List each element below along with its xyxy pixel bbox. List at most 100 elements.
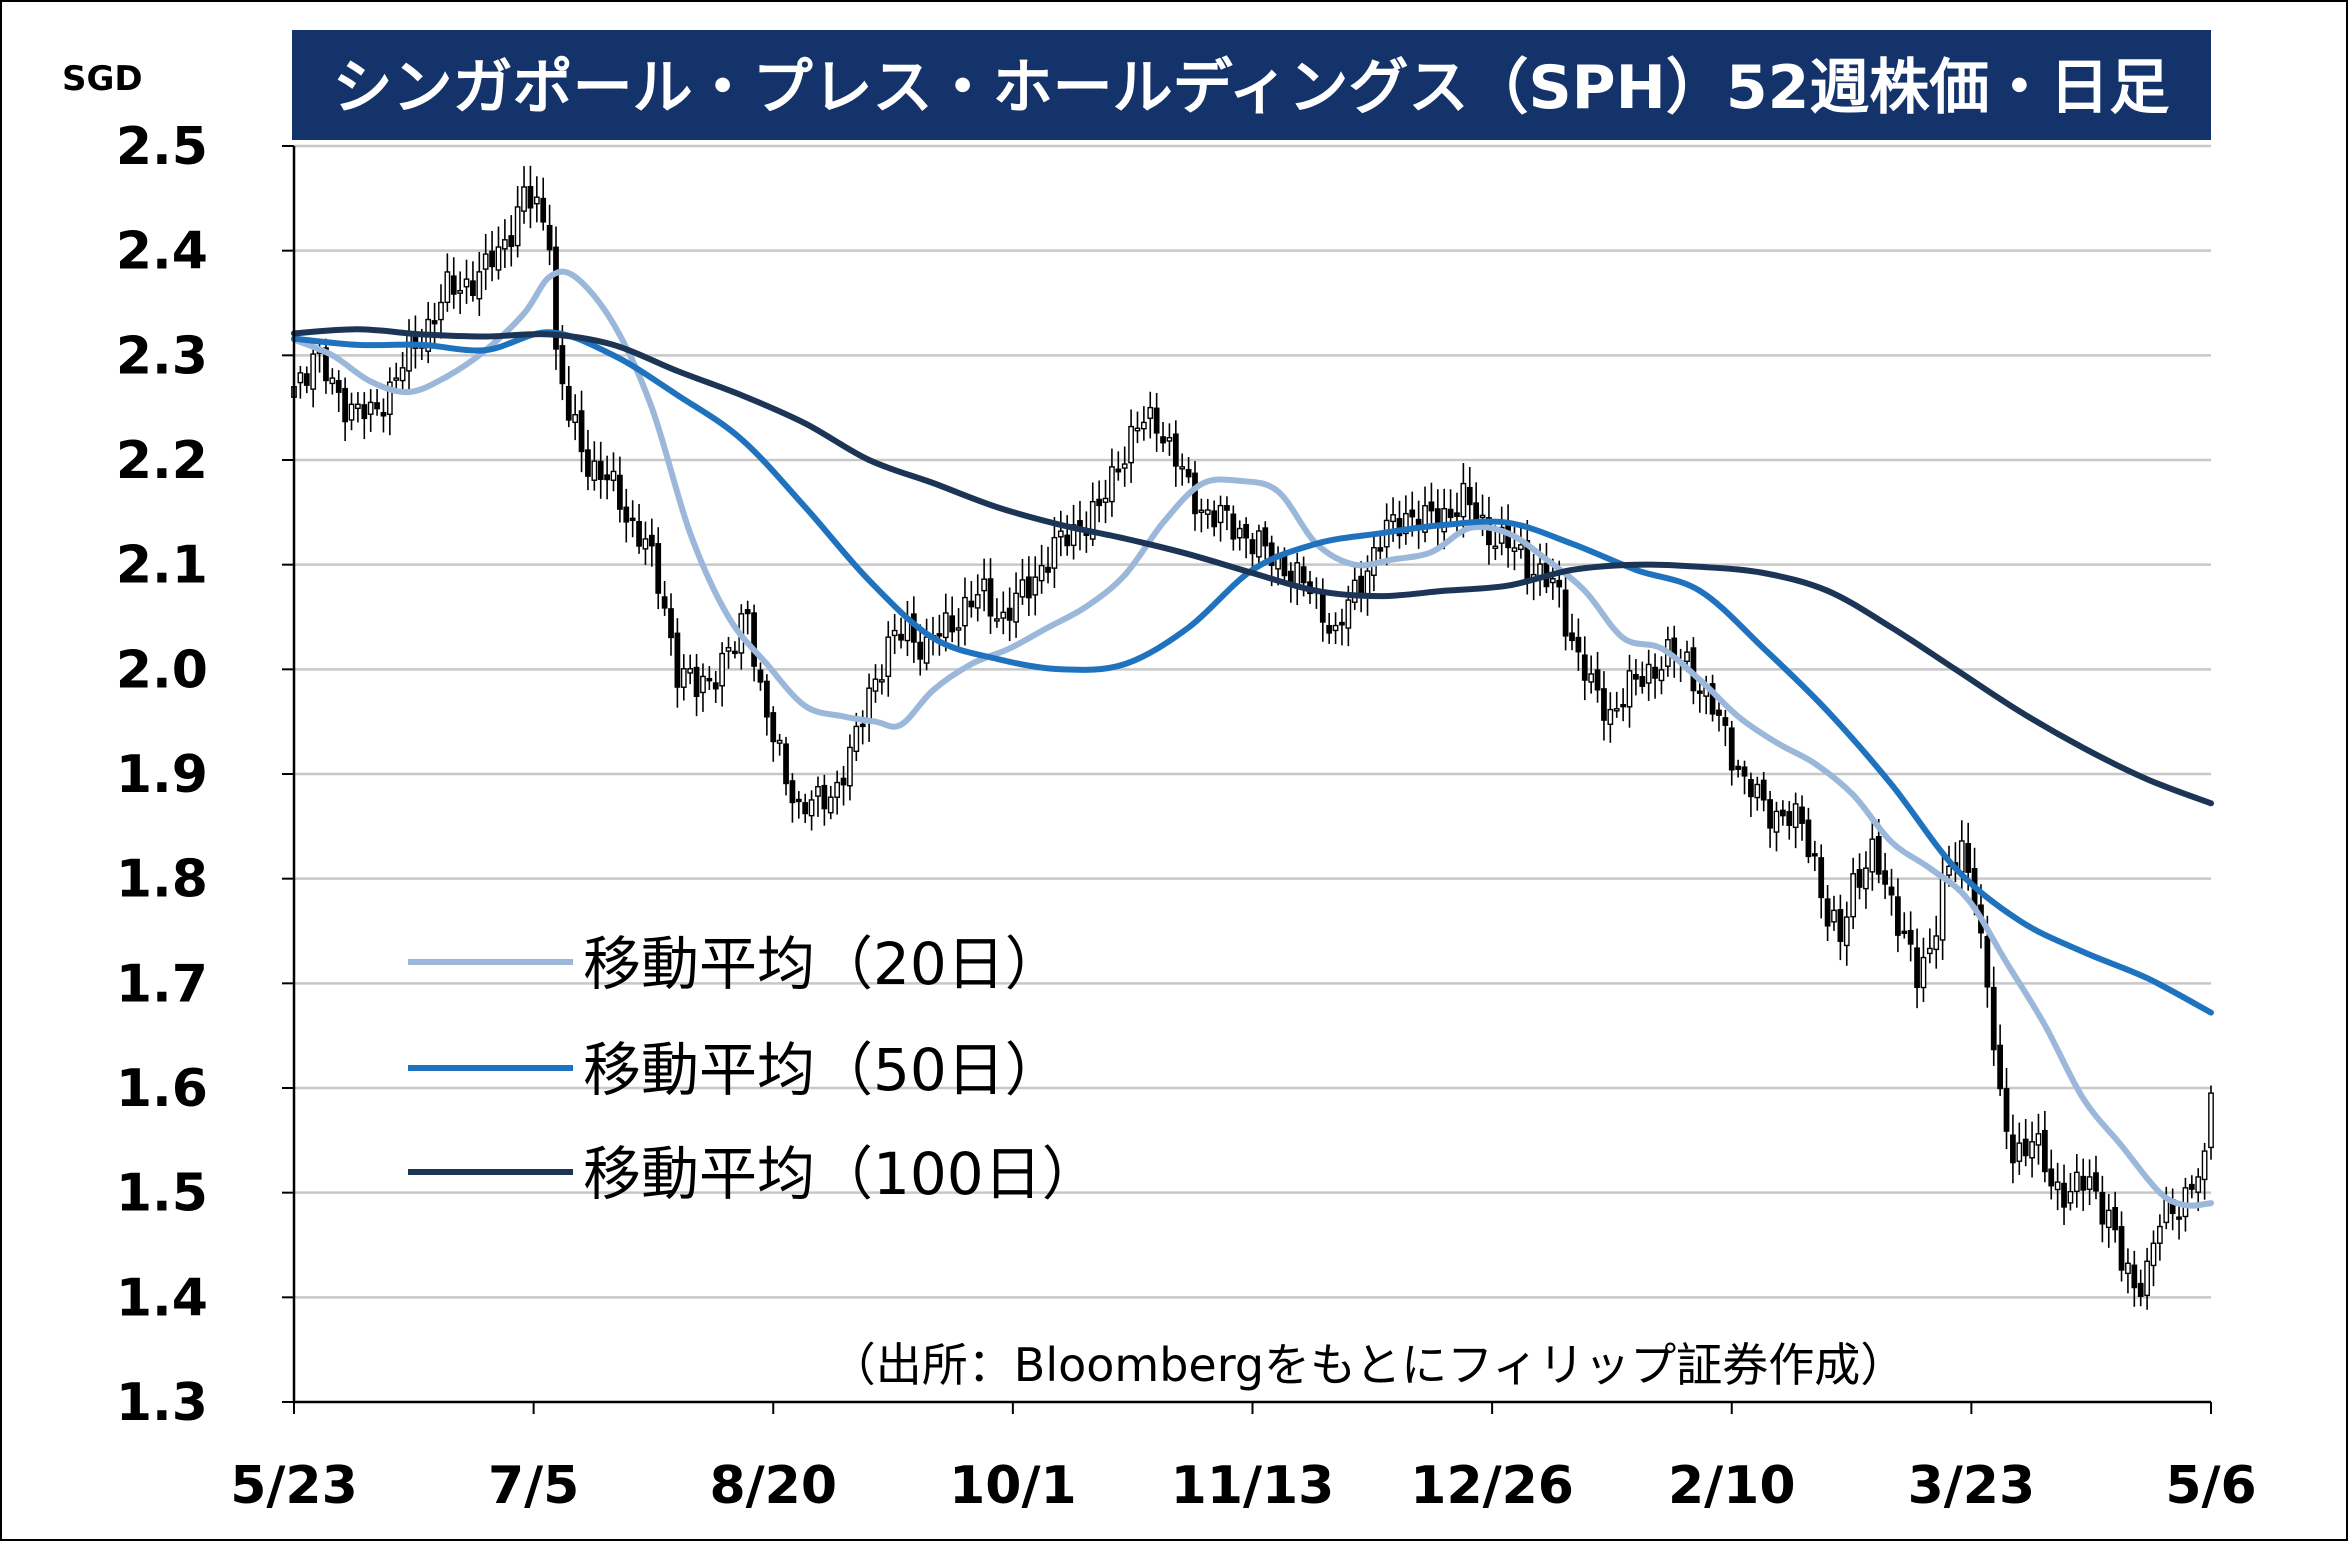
candle-body bbox=[795, 798, 802, 803]
candle-body bbox=[1658, 669, 1665, 682]
candle-body bbox=[2048, 1168, 2055, 1187]
candle-body bbox=[840, 777, 847, 786]
candle-body bbox=[1102, 497, 1109, 503]
candle-body bbox=[604, 474, 610, 481]
candle-body bbox=[1377, 547, 1384, 552]
candle-body bbox=[1224, 504, 1230, 511]
candle-body bbox=[2035, 1133, 2042, 1146]
candle-body bbox=[923, 636, 930, 664]
candle-body bbox=[1811, 853, 1818, 857]
candle-body bbox=[770, 712, 777, 743]
candle-body bbox=[821, 784, 828, 810]
y-tick-label: 1.8 bbox=[116, 850, 208, 910]
candle-body bbox=[1134, 427, 1141, 432]
candle-body bbox=[1773, 810, 1780, 833]
candle-body bbox=[2016, 1142, 2023, 1162]
candle-body bbox=[1204, 509, 1211, 515]
candle-body bbox=[1933, 935, 1940, 951]
candle-body bbox=[1473, 502, 1480, 522]
candle-body bbox=[1607, 708, 1614, 725]
candle-body bbox=[514, 206, 521, 247]
y-axis-unit: SGD bbox=[62, 59, 143, 99]
candle-body bbox=[2054, 1181, 2061, 1191]
y-tick-label: 2.4 bbox=[116, 222, 208, 282]
candle-body bbox=[981, 578, 987, 592]
candle-body bbox=[355, 403, 361, 410]
candle-body bbox=[725, 647, 732, 652]
candle-body bbox=[2176, 1216, 2182, 1220]
x-tick-label: 7/5 bbox=[488, 1456, 579, 1516]
legend-ma20-label: 移動平均（20日） bbox=[583, 930, 1063, 998]
candle-body bbox=[1390, 514, 1396, 523]
y-tick-label: 2.2 bbox=[116, 431, 208, 491]
candle-body bbox=[329, 377, 336, 385]
candle-body bbox=[1741, 766, 1748, 777]
candle-body bbox=[1633, 673, 1639, 680]
candle-body bbox=[1728, 727, 1735, 771]
legend-ma50-label: 移動平均（50日） bbox=[583, 1036, 1063, 1104]
candle-body bbox=[783, 743, 789, 785]
candle-body bbox=[444, 271, 451, 304]
candle-body bbox=[802, 802, 809, 815]
candle-body bbox=[1128, 425, 1134, 464]
ma50-line bbox=[291, 329, 2214, 1016]
moving-average-lines bbox=[291, 268, 2214, 1209]
candle-body bbox=[674, 632, 681, 688]
candle-body bbox=[476, 271, 483, 300]
candle-body bbox=[1025, 576, 1032, 599]
candle-body bbox=[1581, 654, 1588, 681]
candle-body bbox=[2131, 1264, 2138, 1289]
candle-body bbox=[712, 682, 719, 690]
candle-body bbox=[578, 410, 585, 453]
candle-body bbox=[1965, 843, 1972, 873]
candle-body bbox=[406, 334, 412, 372]
candle-body bbox=[661, 596, 668, 609]
candle-body bbox=[521, 186, 527, 212]
candle-body bbox=[572, 414, 579, 424]
candle-body bbox=[1281, 555, 1288, 577]
candle-body bbox=[1006, 607, 1013, 621]
candle-body bbox=[693, 666, 700, 697]
candle-body bbox=[655, 543, 662, 594]
candle-body bbox=[1549, 578, 1556, 584]
candle-body bbox=[1211, 510, 1218, 528]
candle-body bbox=[1594, 669, 1601, 691]
candle-body bbox=[323, 347, 329, 382]
y-tick-label: 2.3 bbox=[116, 326, 208, 386]
candle-body bbox=[450, 275, 457, 295]
candle-body bbox=[1019, 579, 1026, 598]
candle-body bbox=[1402, 512, 1409, 535]
candle-body bbox=[2010, 1134, 2016, 1164]
candle-body bbox=[2118, 1226, 2125, 1271]
legend-ma100-label: 移動平均（100日） bbox=[583, 1140, 1100, 1208]
candle-body bbox=[1779, 809, 1786, 817]
candle-body bbox=[936, 633, 943, 637]
candle-body bbox=[2201, 1150, 2208, 1181]
candle-body bbox=[1518, 544, 1524, 551]
candle-body bbox=[508, 235, 515, 248]
candle-body bbox=[623, 506, 630, 523]
candle-body bbox=[680, 668, 687, 688]
candle-body bbox=[815, 786, 821, 797]
candle-body bbox=[1140, 421, 1147, 430]
y-tick-label: 1.7 bbox=[116, 954, 208, 1014]
candle-body bbox=[1652, 666, 1658, 679]
y-tick-label: 2.5 bbox=[116, 117, 208, 177]
candle-body bbox=[974, 594, 981, 609]
candle-body bbox=[2188, 1183, 2195, 1190]
candle-body bbox=[834, 781, 841, 798]
candle-body bbox=[1754, 783, 1761, 799]
candle-body bbox=[553, 246, 559, 350]
candle-body bbox=[1089, 501, 1096, 540]
candle-body bbox=[1230, 513, 1237, 540]
candle-body bbox=[1096, 498, 1103, 507]
candle-body bbox=[987, 578, 994, 617]
candle-body bbox=[1045, 566, 1051, 573]
candle-body bbox=[1939, 876, 1946, 941]
candle-body bbox=[1511, 547, 1518, 552]
candle-body bbox=[949, 615, 956, 633]
candle-body bbox=[1000, 611, 1007, 619]
candle-body bbox=[335, 379, 342, 393]
candle-body bbox=[2195, 1176, 2202, 1193]
